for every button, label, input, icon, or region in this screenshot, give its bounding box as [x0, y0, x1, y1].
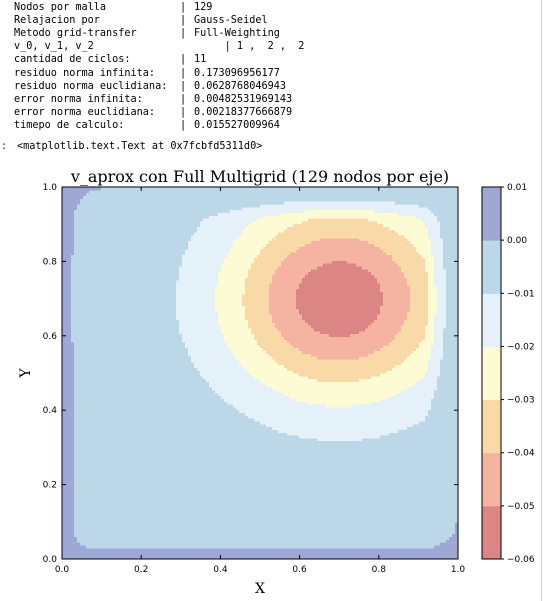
y-tick-label: 0.8 — [43, 257, 58, 267]
x-tick-label: 0.4 — [213, 565, 228, 575]
colorbar-tick-label: 0.00 — [507, 236, 527, 246]
plot-area — [62, 187, 459, 560]
colorbar-tick-label: −0.02 — [507, 342, 535, 352]
console-key: residuo norma infinita: — [14, 67, 155, 80]
x-tick-label: 0.0 — [55, 565, 70, 575]
out-text: <matplotlib.text.Text at 0x7fcbfd5311d0> — [17, 141, 262, 152]
y-tick-label: 0.6 — [43, 332, 58, 342]
console-value: | 1 , 2 , 2 — [194, 40, 304, 53]
chart-title: v_aprox con Full Multigrid (129 nodos po… — [70, 167, 449, 186]
console-separator: | — [180, 1, 186, 14]
colorbar-segment — [482, 240, 501, 294]
console-separator: | — [180, 93, 186, 106]
console-separator: | — [180, 27, 186, 40]
colorbar-tick-label: −0.01 — [507, 289, 535, 299]
scroll-edge-divider — [541, 0, 542, 601]
console-separator: | — [180, 119, 186, 132]
y-tick-label: 0.2 — [43, 481, 57, 491]
console-key: cantidad de ciclos: — [14, 53, 131, 66]
colorbar-segment — [482, 187, 501, 241]
colorbar-tick-label: −0.05 — [507, 502, 535, 512]
console-key: error norma euclidiana: — [14, 106, 155, 119]
colorbar-tick-label: −0.03 — [507, 396, 535, 406]
x-tick-label: 0.6 — [292, 565, 307, 575]
x-tick-label: 0.8 — [372, 565, 387, 575]
colorbar: −0.06 −0.05 −0.04 −0.03 −0.02 −0.01 0.00 0.01 — [482, 183, 535, 565]
colorbar-segment — [482, 453, 501, 507]
console-key: error norma infinita: — [14, 93, 143, 106]
console-separator: | — [180, 67, 186, 80]
console-value: 129 — [194, 1, 212, 14]
console-value: Full-Weighting — [194, 27, 280, 40]
colorbar-segment — [482, 506, 501, 560]
colorbar-tick-label: −0.04 — [507, 449, 535, 459]
console-key: Metodo grid-transfer — [14, 27, 137, 40]
y-tick-label: 0.4 — [43, 406, 58, 416]
x-axis-label: X — [255, 581, 265, 597]
console-key: timepo de calculo: — [14, 119, 124, 132]
console-key: Relajacion por — [14, 14, 100, 27]
console-value: 11 — [194, 53, 206, 66]
console-value: 0.0628768046943 — [194, 80, 286, 93]
console-value: 0.00218377666879 — [194, 106, 292, 119]
y-tick-label: 0.0 — [43, 555, 58, 565]
x-tick-label: 1.0 — [451, 565, 466, 575]
contour-chart: v_aprox con Full Multigrid (129 nodos po… — [0, 160, 547, 601]
y-axis-label: Y — [18, 368, 34, 379]
console-separator: | — [180, 14, 186, 27]
colorbar-tick-label: −0.06 — [507, 555, 535, 565]
out-prompt: : — [1, 141, 7, 152]
colorbar-segment — [482, 346, 501, 400]
console-key: residuo norma euclidiana: — [14, 80, 167, 93]
console-separator: | — [180, 53, 186, 66]
colorbar-segment — [482, 400, 501, 454]
console-key: Nodos por malla — [14, 1, 106, 14]
colorbar-segment — [482, 293, 501, 347]
console-value: 0.00482531969143 — [194, 93, 292, 106]
console-value: 0.173096956177 — [194, 67, 280, 80]
console-output: Nodos por malla | 129 Relajacion por | Gauss-… — [0, 0, 547, 140]
y-tick-label: 1.0 — [43, 183, 58, 193]
console-separator: | — [180, 80, 186, 93]
console-separator: | — [180, 106, 186, 119]
colorbar-tick-label: 0.01 — [507, 183, 527, 193]
console-value: Gauss-Seidel — [194, 14, 268, 27]
console-value: 0.015527009964 — [194, 119, 280, 132]
console-key: v_0, v_1, v_2 — [14, 40, 94, 53]
x-tick-label: 0.2 — [134, 565, 148, 575]
